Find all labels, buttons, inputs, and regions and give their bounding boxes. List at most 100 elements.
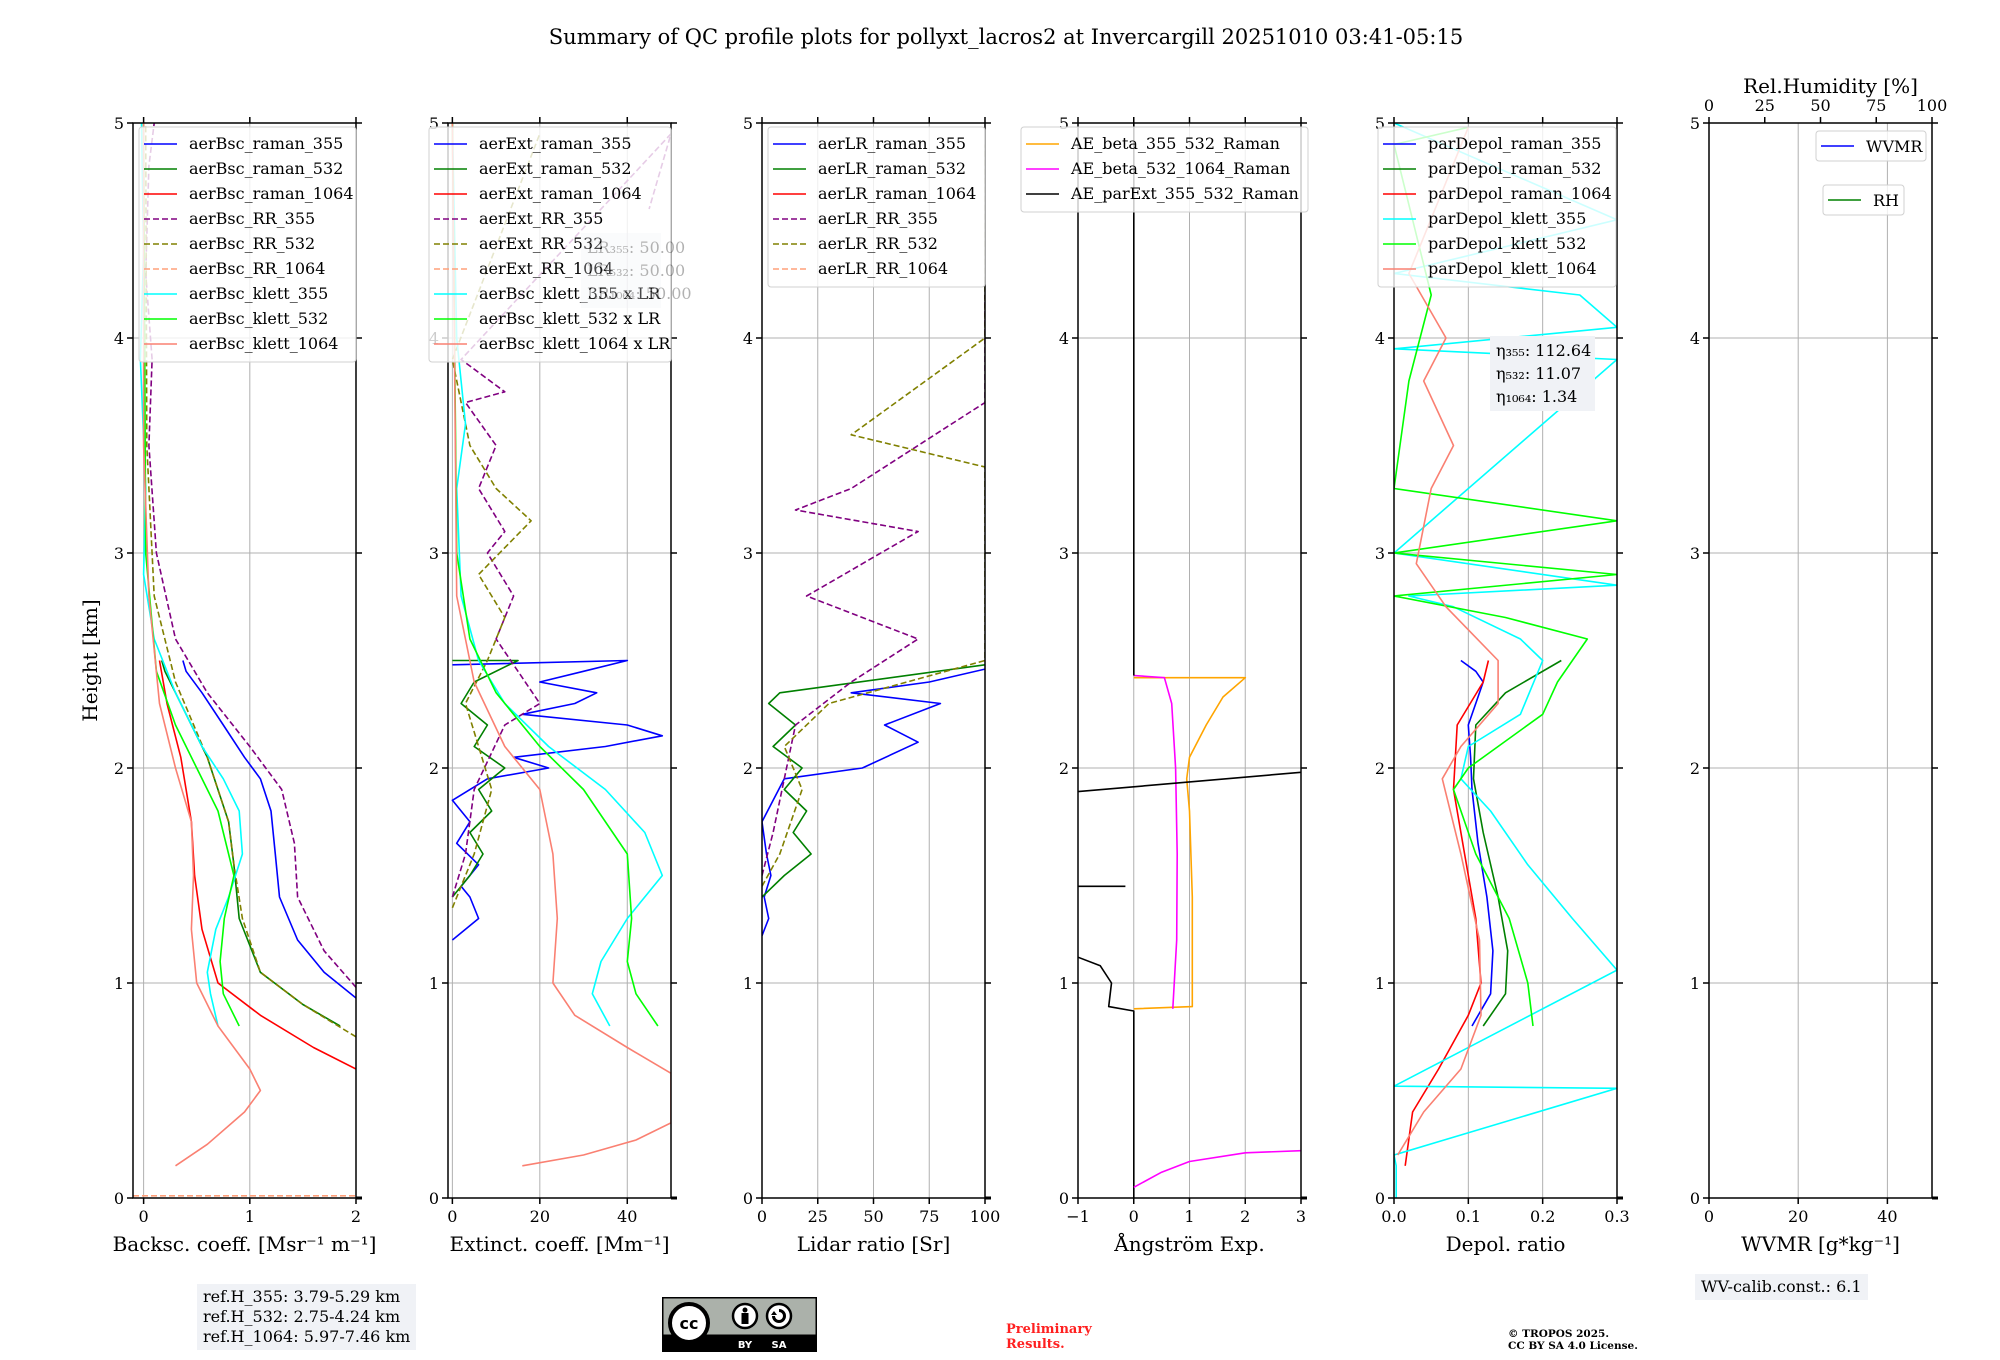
- top-x-tick-label: 100: [1917, 96, 1948, 115]
- top-x-axis-label: Rel.Humidity [%]: [1743, 74, 1918, 98]
- legend-label: parDepol_klett_1064: [1428, 259, 1597, 278]
- wv-calib-text: WV-calib.const.: 6.1: [1701, 1277, 1862, 1296]
- legend: aerLR_raman_355 aerLR_raman_532 aerLR_rama…: [767, 126, 986, 288]
- annotation-line: η₃₅₅: 112.64: [1496, 341, 1591, 360]
- legend-label: aerLR_raman_532: [818, 159, 966, 178]
- series-pardepol-raman-1064: [1404, 660, 1490, 1166]
- y-tick-label: 2: [114, 759, 124, 778]
- y-tick-label: 1: [743, 974, 753, 993]
- x-tick-label: 0: [1704, 1207, 1714, 1226]
- legend-label: aerBsc_klett_355: [189, 284, 328, 303]
- x-tick-label: 0.0: [1381, 1207, 1406, 1226]
- x-tick-label: 1: [245, 1207, 255, 1226]
- legend: AE_beta_355_532_Raman AE_beta_532_1064_Ra…: [1020, 126, 1309, 213]
- legend: aerExt_raman_355 aerExt_raman_532 aerExt_r…: [428, 126, 672, 363]
- y-tick-label: 1: [1375, 974, 1385, 993]
- x-tick-label: 0.1: [1456, 1207, 1481, 1226]
- top-x-tick-label: 25: [1755, 96, 1775, 115]
- legend-label: aerBsc_raman_1064: [189, 184, 354, 203]
- legend-label: aerBsc_RR_1064: [189, 259, 325, 278]
- x-tick-label: 0: [139, 1207, 149, 1226]
- legend-label: aerExt_raman_355: [479, 134, 632, 153]
- annotation-line: η₅₃₂: 11.07: [1496, 364, 1581, 383]
- legend-label: parDepol_raman_532: [1428, 159, 1601, 178]
- legend-label: aerLR_RR_1064: [818, 259, 948, 278]
- y-tick-label: 5: [1375, 114, 1385, 133]
- x-tick-label: 0: [1129, 1207, 1139, 1226]
- x-tick-label: 20: [1788, 1207, 1808, 1226]
- legend-label: aerExt_raman_532: [479, 159, 632, 178]
- y-tick-label: 4: [1375, 329, 1385, 348]
- legend-label: WVMR: [1866, 137, 1923, 156]
- legend-label: aerExt_RR_1064: [479, 259, 614, 278]
- series-aerbsc-raman-355: [182, 660, 356, 999]
- sa-label: SA: [772, 1340, 787, 1351]
- cc-by-sa-logo: cc BY SA: [662, 1297, 817, 1352]
- preliminary-line-2: Results.: [1006, 1337, 1065, 1352]
- series-aerlr-raman-532: [762, 664, 985, 898]
- y-tick-label: 1: [429, 974, 439, 993]
- x-tick-label: 2: [1240, 1207, 1250, 1226]
- figure-title: Summary of QC profile plots for pollyxt_…: [549, 25, 1463, 49]
- legend-label: aerLR_raman_355: [818, 134, 966, 153]
- x-axis-label: Lidar ratio [Sr]: [797, 1232, 951, 1256]
- x-tick-label: 2: [351, 1207, 361, 1226]
- preliminary-line-1: Preliminary: [1006, 1322, 1092, 1337]
- y-tick-label: 1: [1690, 974, 1700, 993]
- y-tick-label: 3: [429, 544, 439, 563]
- y-tick-label: 2: [1059, 759, 1069, 778]
- y-tick-label: 5: [743, 114, 753, 133]
- series-aerext-raman-532: [451, 659, 519, 898]
- series-aerext-rr-355: [451, 133, 671, 898]
- y-tick-label: 0: [1690, 1189, 1700, 1208]
- y-tick-label: 2: [1690, 759, 1700, 778]
- x-tick-label: −1: [1066, 1207, 1090, 1226]
- legend-label: aerExt_RR_532: [479, 234, 603, 253]
- x-tick-label: 0.2: [1530, 1207, 1555, 1226]
- legend-label: aerBsc_raman_532: [189, 159, 343, 178]
- axes-frame: [447, 122, 672, 1199]
- legend-label: aerExt_raman_1064: [479, 184, 642, 203]
- annotation-line: LR₃₅₅: 50.00: [587, 238, 685, 257]
- x-tick-label: 40: [617, 1207, 637, 1226]
- x-tick-label: 0: [757, 1207, 767, 1226]
- series-aerbsc-raman-1064: [158, 660, 356, 1070]
- legend-label: aerBsc_klett_532: [189, 309, 328, 328]
- y-tick-label: 0: [429, 1189, 439, 1208]
- top-x-tick-label: 75: [1866, 96, 1886, 115]
- y-tick-label: 4: [1059, 329, 1069, 348]
- y-tick-label: 1: [114, 974, 124, 993]
- y-tick-label: 0: [114, 1189, 124, 1208]
- legend-rh: RH: [1822, 184, 1905, 216]
- legend-label: aerLR_RR_532: [818, 234, 938, 253]
- legend: aerBsc_raman_355 aerBsc_raman_532 aerBsc_r…: [138, 126, 357, 363]
- panel-depol: 0.0 0.1 0.2 0.3 0 1 2 3 4 5 Depol. ratio parDepol_r…: [1375, 114, 1630, 1256]
- ref-height-532: ref.H_532: 2.75-4.24 km: [203, 1307, 401, 1326]
- copyright-line-2: CC BY SA 4.0 License.: [1508, 1340, 1638, 1352]
- y-tick-label: 4: [1690, 329, 1700, 348]
- series-pardepol-klett-532: [1394, 126, 1617, 1027]
- legend-label: aerBsc_klett_532 x LR: [479, 309, 661, 328]
- legend-label: parDepol_klett_532: [1428, 234, 1586, 253]
- y-tick-label: 0: [1059, 1189, 1069, 1208]
- legend-label: aerBsc_klett_1064 x LR: [479, 334, 671, 353]
- ref-height-355: ref.H_355: 3.79-5.29 km: [203, 1287, 401, 1306]
- series-aerbsc-klett-532-x-lr: [451, 123, 659, 1027]
- legend-label: aerBsc_RR_355: [189, 209, 315, 228]
- ref-height-1064: ref.H_1064: 5.97-7.46 km: [203, 1327, 411, 1346]
- legend-label: parDepol_klett_355: [1428, 209, 1586, 228]
- legend-label: AE_beta_532_1064_Raman: [1070, 159, 1290, 178]
- x-axis-label: Depol. ratio: [1446, 1232, 1566, 1256]
- panel-lr: 0 25 50 75 100 0 1 2 3 4 5 Lidar ratio [Sr] aerLR_ra…: [743, 114, 1000, 1256]
- x-axis-label: Ångström Exp.: [1113, 1231, 1264, 1256]
- ref-heights-box: ref.H_355: 3.79-5.29 km ref.H_532: 2.75-…: [197, 1284, 417, 1350]
- y-tick-label: 0: [743, 1189, 753, 1208]
- copyright-notice: © TROPOS 2025. CC BY SA 4.0 License.: [1508, 1328, 1638, 1352]
- y-tick-label: 5: [429, 114, 439, 133]
- series-aerbsc-rr-532: [144, 123, 356, 1038]
- x-tick-label: 100: [970, 1207, 1001, 1226]
- top-x-tick-label: 50: [1810, 96, 1830, 115]
- annotation-line: LR₅₃₂: 50.00: [587, 261, 685, 280]
